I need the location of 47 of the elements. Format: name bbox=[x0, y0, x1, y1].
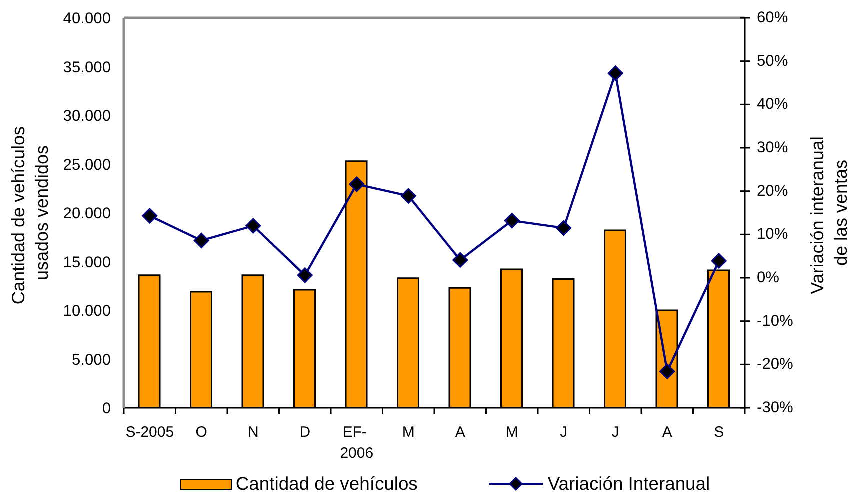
x-tick-label: J bbox=[560, 424, 568, 441]
y-tick-label: 20.000 bbox=[63, 206, 112, 223]
x-tick-label: A bbox=[455, 424, 466, 441]
x-tick-label: S-2005 bbox=[126, 424, 174, 441]
x-tick-label: J bbox=[612, 424, 620, 441]
point bbox=[660, 364, 676, 380]
point bbox=[504, 213, 520, 229]
point bbox=[608, 66, 624, 82]
y-tick-label: 5.000 bbox=[72, 352, 112, 369]
y2-tick-label: -30% bbox=[757, 400, 794, 416]
x-tick-label: D bbox=[300, 424, 311, 441]
legend-label: Variación Interanual bbox=[548, 473, 710, 494]
y-tick-label: 30.000 bbox=[63, 108, 112, 126]
y2-tick-label: 10% bbox=[757, 226, 788, 244]
y2-tick-label: 20% bbox=[757, 182, 788, 200]
y2-tick-label: 0% bbox=[757, 270, 780, 286]
y2-tick-label: 50% bbox=[757, 52, 788, 70]
x-tick-label: A bbox=[662, 424, 672, 441]
point bbox=[556, 220, 572, 236]
point bbox=[142, 208, 158, 224]
y2-tick-label: 60% bbox=[757, 10, 788, 26]
y2-axis-title: Variación interanual de las ventas bbox=[807, 132, 851, 294]
y2-tick-label: -20% bbox=[757, 356, 794, 374]
x-tick-label: M bbox=[402, 424, 415, 441]
point bbox=[194, 232, 210, 248]
y2-tick-label: -10% bbox=[757, 312, 794, 330]
point bbox=[400, 188, 416, 204]
legend-label: Cantidad de vehículos bbox=[236, 473, 418, 494]
point bbox=[711, 253, 727, 269]
y-axis-title: Cantidad de vehículos usados vendidos bbox=[8, 121, 52, 305]
y-tick-label: 0 bbox=[102, 400, 112, 418]
point bbox=[246, 218, 262, 234]
y-tick-label: 25.000 bbox=[63, 156, 112, 174]
y-tick-label: 35.000 bbox=[63, 59, 112, 76]
point bbox=[349, 176, 365, 192]
x-tick-label: N bbox=[248, 424, 259, 441]
y2-tick-label: 30% bbox=[757, 140, 788, 156]
x-tick-label: M bbox=[506, 424, 518, 441]
x-tick-label: O bbox=[196, 424, 208, 441]
x-tick-label: S bbox=[714, 424, 724, 441]
x-tick-label: EF- 2006 bbox=[340, 424, 374, 462]
y-tick-label: 10.000 bbox=[63, 303, 112, 320]
y2-tick-label: 40% bbox=[757, 96, 788, 114]
point bbox=[297, 268, 313, 284]
y-tick-label: 40.000 bbox=[63, 10, 112, 28]
y-tick-label: 15.000 bbox=[63, 254, 112, 272]
point bbox=[452, 252, 468, 268]
